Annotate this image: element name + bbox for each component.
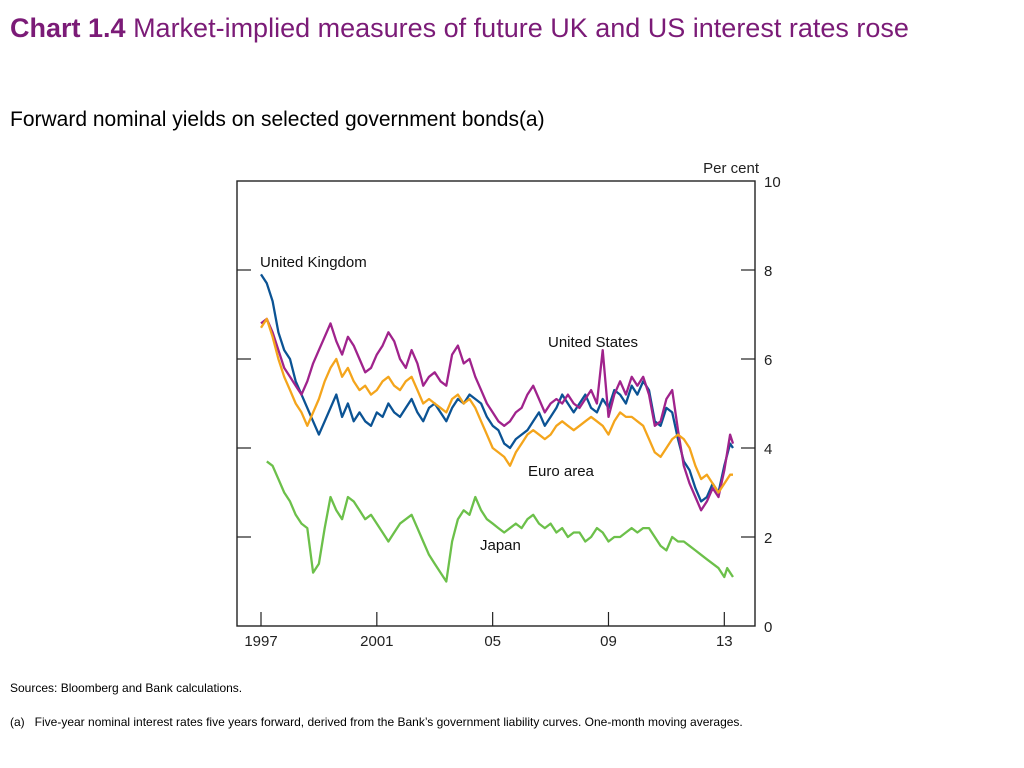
series-lines (260, 273, 735, 583)
footnote-text: Five-year nominal interest rates five ye… (34, 715, 743, 729)
x-tick-label: 13 (716, 633, 733, 650)
series-line-japan (266, 460, 734, 583)
chart-canvas: Per cent 0 2 4 6 8 10 1997 2001 05 09 13 United K… (236, 160, 781, 650)
y-tick-label: 4 (764, 441, 772, 458)
plot-frame (236, 180, 756, 627)
y-tick-label: 2 (764, 530, 772, 547)
y-tick-label: 0 (764, 619, 772, 636)
chart-title: Chart 1.4 Market-implied measures of fut… (10, 8, 1010, 49)
x-axis: 1997 2001 05 09 13 (244, 612, 733, 650)
y-tick-label: 10 (764, 174, 781, 191)
x-tick-label: 2001 (360, 633, 393, 650)
y-tick-label: 6 (764, 352, 772, 369)
y-axis: 0 2 4 6 8 10 (237, 174, 781, 636)
footnote-marker: (a) (10, 715, 25, 729)
series-label-united-kingdom: United Kingdom (260, 254, 367, 271)
x-tick-label: 1997 (244, 633, 277, 650)
series-line-united-kingdom (260, 273, 734, 503)
chart-subtitle: Forward nominal yields on selected gover… (10, 108, 545, 131)
series-label-united-states: United States (548, 334, 638, 351)
footnote: (a) Five-year nominal interest rates five… (10, 715, 743, 729)
series-label-euro-area: Euro area (528, 463, 595, 480)
sources-note: Sources: Bloomberg and Bank calculations… (10, 681, 243, 695)
y-tick-label: 8 (764, 263, 772, 280)
series-label-japan: Japan (480, 537, 521, 554)
x-tick-label: 05 (484, 633, 501, 650)
chart-headline: Market-implied measures of future UK and… (133, 13, 909, 43)
y-axis-unit: Per cent (703, 160, 760, 177)
chart-number: Chart 1.4 (10, 13, 126, 43)
series-line-euro-area (260, 317, 733, 494)
series-line-united-states (260, 317, 735, 512)
x-tick-label: 09 (600, 633, 617, 650)
